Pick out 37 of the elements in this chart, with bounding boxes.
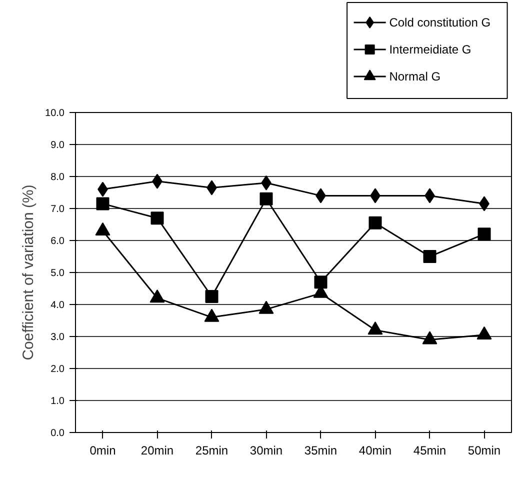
x-tick-label: 45min bbox=[413, 444, 446, 458]
y-tick-label: 2.0 bbox=[50, 364, 65, 375]
legend-label: Cold constitution G bbox=[389, 16, 491, 30]
y-tick-label: 10.0 bbox=[45, 108, 65, 119]
point bbox=[258, 300, 274, 314]
x-tick-label: 40min bbox=[358, 444, 392, 458]
point bbox=[478, 228, 491, 241]
legend-label: Normal G bbox=[389, 70, 441, 84]
point bbox=[150, 290, 165, 303]
point bbox=[205, 290, 218, 303]
point bbox=[423, 250, 436, 263]
y-tick-label: 7.0 bbox=[50, 204, 65, 215]
x-tick-label: 50min bbox=[468, 444, 501, 458]
point bbox=[204, 308, 220, 322]
x-tick-label: 25min bbox=[195, 444, 228, 458]
x-tick-label: 35min bbox=[304, 444, 338, 458]
point bbox=[260, 192, 273, 206]
y-tick-label: 1.0 bbox=[50, 396, 65, 407]
point bbox=[368, 322, 383, 335]
point bbox=[96, 197, 110, 210]
y-tick-label: 0.0 bbox=[50, 428, 65, 439]
y-tick-label: 4.0 bbox=[50, 300, 65, 311]
x-tick-label: 30min bbox=[250, 444, 283, 458]
point bbox=[476, 326, 492, 340]
y-tick-label: 6.0 bbox=[50, 236, 65, 247]
y-tick-label: 5.0 bbox=[50, 268, 65, 279]
x-tick-label: 0min bbox=[90, 444, 116, 458]
x-tick-label: 20min bbox=[140, 444, 174, 458]
y-axis-title: Coefficient of variation (%) bbox=[20, 184, 38, 360]
point bbox=[422, 331, 438, 344]
y-tick-label: 3.0 bbox=[50, 332, 65, 343]
point bbox=[314, 276, 328, 289]
legend-label: Intermeidiate G bbox=[389, 42, 472, 56]
point bbox=[368, 216, 382, 230]
point bbox=[150, 212, 164, 225]
y-tick-label: 8.0 bbox=[50, 172, 65, 183]
y-tick-label: 9.0 bbox=[50, 140, 65, 151]
